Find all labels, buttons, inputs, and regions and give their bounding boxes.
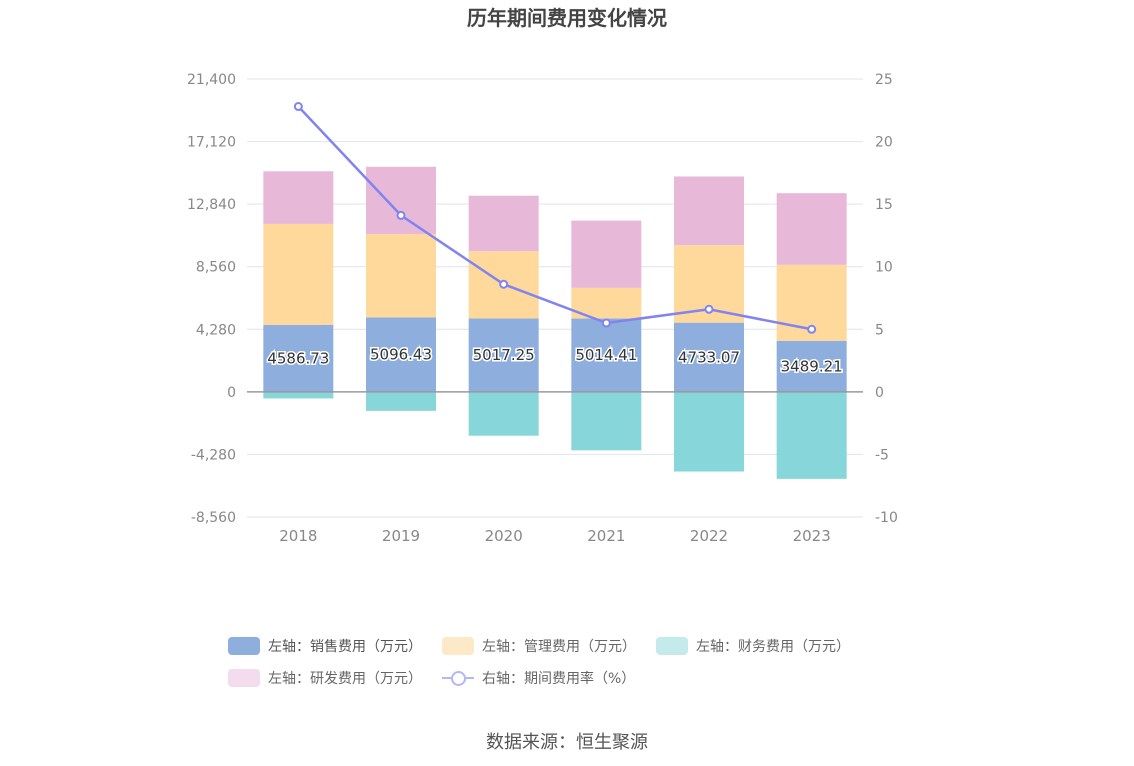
- bar: [468, 195, 539, 252]
- legend-swatch-rnd: [228, 669, 260, 687]
- rate-line-path: [297, 105, 812, 331]
- legend: 左轴：销售费用（万元） 左轴：管理费用（万元） 左轴：财务费用（万元） 左轴：研…: [228, 630, 928, 694]
- bar: [263, 324, 334, 392]
- legend-row-1: 左轴：销售费用（万元） 左轴：管理费用（万元） 左轴：财务费用（万元）: [228, 630, 928, 662]
- legend-row-2: 左轴：研发费用（万元） 右轴：期间费用率（%）: [228, 662, 928, 694]
- legend-label-sales: 左轴：销售费用（万元）: [268, 639, 422, 655]
- bar: [674, 391, 744, 472]
- right-tick-label: 10: [875, 260, 893, 276]
- chart-title: 历年期间费用变化情况: [467, 6, 667, 30]
- legend-swatch-rate: [442, 669, 474, 687]
- legend-label-admin: 左轴：管理费用（万元）: [482, 639, 636, 655]
- left-tick-label: -4,280: [191, 447, 236, 463]
- left-tick-label: -8,560: [191, 510, 236, 526]
- left-tick-label: 0: [227, 385, 236, 401]
- bar: [776, 193, 847, 265]
- bar: [571, 391, 642, 451]
- x-tick-label: 2022: [690, 527, 728, 545]
- bar: [674, 176, 744, 246]
- right-tick-label: 5: [875, 322, 884, 338]
- bar: [366, 317, 436, 392]
- left-tick-label: 21,400: [187, 72, 236, 88]
- bar-labels: 4586.73 5096.43 5017.25 5014.41 4733.07 3489.…: [266, 344, 844, 377]
- legend-swatch-sales: [228, 637, 260, 655]
- left-tick-label: 8,560: [196, 260, 236, 276]
- legend-label-rnd: 左轴：研发费用（万元）: [268, 671, 422, 687]
- left-tick-label: 4,280: [196, 322, 236, 338]
- bar: [366, 391, 436, 411]
- right-tick-label: -5: [875, 447, 889, 463]
- legend-label-finance: 左轴：财务费用（万元）: [696, 639, 850, 655]
- rate-point: [601, 318, 611, 328]
- rate-point: [293, 102, 303, 112]
- x-tick-label: 2018: [279, 527, 317, 545]
- left-axis-ticks: 21,400 17,120 12,840 8,560 4,280 0 -4,280 -8,56…: [187, 72, 236, 526]
- rate-point: [396, 210, 406, 220]
- rate-point: [704, 304, 714, 314]
- right-axis-ticks: 25 20 15 10 5 0 -5 -10: [875, 72, 898, 526]
- right-tick-label: 20: [875, 135, 893, 151]
- legend-swatch-finance: [656, 637, 688, 655]
- legend-item-admin[interactable]: 左轴：管理费用（万元）: [442, 636, 636, 656]
- legend-item-finance[interactable]: 左轴：财务费用（万元）: [656, 636, 850, 656]
- source-text: 数据来源：恒生聚源: [486, 732, 648, 753]
- bar: [468, 318, 539, 392]
- bar: [263, 171, 334, 224]
- legend-item-sales[interactable]: 左轴：销售费用（万元）: [228, 636, 422, 656]
- bar-data-label: 5014.41: [575, 346, 637, 364]
- x-axis-ticks: 2018 2019 2020 2021 2022 2023: [279, 527, 831, 545]
- left-tick-label: 17,120: [187, 135, 236, 151]
- bar: [674, 322, 744, 392]
- x-tick-label: 2023: [793, 527, 831, 545]
- left-tick-label: 12,840: [187, 197, 236, 213]
- x-tick-label: 2019: [382, 527, 420, 545]
- grid: [247, 78, 863, 518]
- legend-item-rnd[interactable]: 左轴：研发费用（万元）: [228, 668, 422, 688]
- rate-line: [293, 102, 817, 334]
- legend-swatch-admin: [442, 637, 474, 655]
- legend-label-rate: 右轴：期间费用率（%）: [482, 671, 636, 687]
- bar: [571, 318, 642, 392]
- bar: [366, 234, 436, 318]
- bars: [263, 166, 847, 479]
- bar-data-label: 4733.07: [678, 348, 740, 366]
- x-tick-label: 2020: [485, 527, 523, 545]
- bar-data-label: 5096.43: [370, 346, 432, 364]
- x-tick-label: 2021: [587, 527, 625, 545]
- right-tick-label: 25: [875, 72, 893, 88]
- right-tick-label: 15: [875, 197, 893, 213]
- bar-data-label: 3489.21: [781, 357, 843, 375]
- bar: [468, 391, 539, 436]
- bar: [366, 166, 436, 235]
- legend-item-rate[interactable]: 右轴：期间费用率（%）: [442, 668, 635, 688]
- bar: [776, 391, 847, 479]
- bar: [571, 220, 642, 288]
- rate-point: [807, 324, 817, 334]
- bar: [263, 223, 334, 325]
- right-tick-label: 0: [875, 385, 884, 401]
- rate-point: [499, 279, 509, 289]
- bar: [263, 391, 334, 399]
- right-tick-label: -10: [875, 510, 898, 526]
- bar-data-label: 4586.73: [267, 349, 329, 367]
- bar-data-label: 5017.25: [473, 346, 535, 364]
- bar: [776, 340, 847, 392]
